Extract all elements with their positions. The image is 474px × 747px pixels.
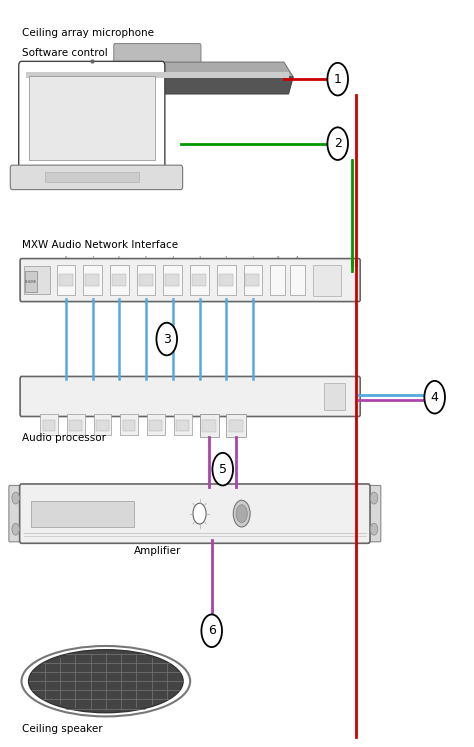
FancyBboxPatch shape [31, 501, 134, 527]
Text: MXW Audio Network Interface: MXW Audio Network Interface [21, 240, 178, 249]
FancyBboxPatch shape [270, 265, 285, 295]
FancyBboxPatch shape [149, 421, 162, 431]
Circle shape [12, 523, 19, 535]
Circle shape [424, 381, 445, 414]
Circle shape [370, 492, 378, 504]
FancyBboxPatch shape [110, 265, 129, 295]
Text: Software control: Software control [21, 49, 107, 58]
Ellipse shape [28, 650, 183, 713]
FancyBboxPatch shape [114, 43, 201, 64]
Text: Amplifier: Amplifier [134, 546, 182, 557]
FancyBboxPatch shape [219, 274, 233, 286]
Circle shape [193, 503, 206, 524]
FancyBboxPatch shape [24, 266, 50, 294]
FancyBboxPatch shape [229, 421, 242, 431]
Text: 3: 3 [198, 255, 201, 259]
FancyBboxPatch shape [137, 265, 155, 295]
FancyBboxPatch shape [112, 274, 126, 286]
FancyBboxPatch shape [192, 274, 206, 286]
Circle shape [236, 505, 247, 523]
FancyBboxPatch shape [164, 265, 182, 295]
FancyBboxPatch shape [324, 383, 345, 410]
FancyBboxPatch shape [246, 274, 259, 286]
Circle shape [328, 127, 348, 160]
FancyBboxPatch shape [202, 421, 216, 432]
FancyBboxPatch shape [120, 415, 138, 435]
FancyBboxPatch shape [176, 421, 189, 431]
FancyBboxPatch shape [367, 486, 381, 542]
FancyBboxPatch shape [28, 76, 155, 160]
Text: 2: 2 [334, 137, 342, 150]
FancyBboxPatch shape [26, 72, 289, 78]
FancyBboxPatch shape [20, 376, 360, 417]
FancyBboxPatch shape [200, 415, 219, 436]
FancyBboxPatch shape [19, 484, 370, 543]
Circle shape [212, 453, 233, 486]
Text: 8: 8 [65, 255, 67, 259]
Text: 3: 3 [163, 332, 171, 346]
FancyBboxPatch shape [244, 265, 262, 295]
FancyBboxPatch shape [43, 421, 55, 431]
Text: 5: 5 [145, 255, 147, 259]
Circle shape [370, 523, 378, 535]
Text: 4: 4 [172, 255, 174, 259]
FancyBboxPatch shape [18, 61, 165, 174]
FancyBboxPatch shape [174, 415, 191, 435]
FancyBboxPatch shape [20, 258, 360, 302]
Text: Ceiling array microphone: Ceiling array microphone [21, 28, 154, 37]
FancyBboxPatch shape [85, 274, 99, 286]
Text: Ceiling speaker: Ceiling speaker [21, 724, 102, 734]
Text: SHURE: SHURE [25, 279, 37, 284]
FancyBboxPatch shape [40, 415, 58, 435]
FancyBboxPatch shape [58, 274, 73, 286]
FancyBboxPatch shape [227, 415, 245, 435]
Text: 1: 1 [252, 255, 254, 259]
Circle shape [201, 615, 222, 647]
FancyBboxPatch shape [165, 274, 179, 286]
FancyBboxPatch shape [313, 264, 341, 296]
FancyBboxPatch shape [290, 265, 305, 295]
FancyBboxPatch shape [190, 265, 209, 295]
FancyBboxPatch shape [96, 421, 109, 431]
Text: 2: 2 [225, 255, 228, 259]
FancyBboxPatch shape [138, 274, 153, 286]
FancyBboxPatch shape [10, 165, 182, 190]
Polygon shape [21, 62, 293, 77]
FancyBboxPatch shape [45, 172, 138, 182]
Circle shape [12, 492, 19, 504]
Polygon shape [21, 77, 293, 94]
FancyBboxPatch shape [228, 421, 243, 432]
Circle shape [328, 63, 348, 96]
FancyBboxPatch shape [9, 486, 22, 542]
Text: 4: 4 [431, 391, 438, 403]
Text: B: B [276, 255, 279, 259]
FancyBboxPatch shape [203, 421, 216, 431]
Text: Audio processor: Audio processor [21, 433, 106, 443]
Text: 1: 1 [334, 72, 342, 86]
FancyBboxPatch shape [83, 265, 102, 295]
FancyBboxPatch shape [57, 265, 75, 295]
Text: A: A [296, 255, 299, 259]
Text: 6: 6 [208, 624, 216, 637]
FancyBboxPatch shape [147, 415, 165, 435]
Circle shape [233, 500, 250, 527]
FancyBboxPatch shape [123, 421, 136, 431]
Text: 6: 6 [118, 255, 120, 259]
FancyBboxPatch shape [25, 271, 36, 292]
Ellipse shape [21, 646, 190, 716]
Circle shape [156, 323, 177, 356]
FancyBboxPatch shape [67, 415, 85, 435]
Text: 5: 5 [219, 462, 227, 476]
FancyBboxPatch shape [201, 415, 218, 435]
FancyBboxPatch shape [217, 265, 236, 295]
FancyBboxPatch shape [94, 415, 111, 435]
FancyBboxPatch shape [226, 415, 246, 436]
Text: 7: 7 [91, 255, 94, 259]
FancyBboxPatch shape [69, 421, 82, 431]
